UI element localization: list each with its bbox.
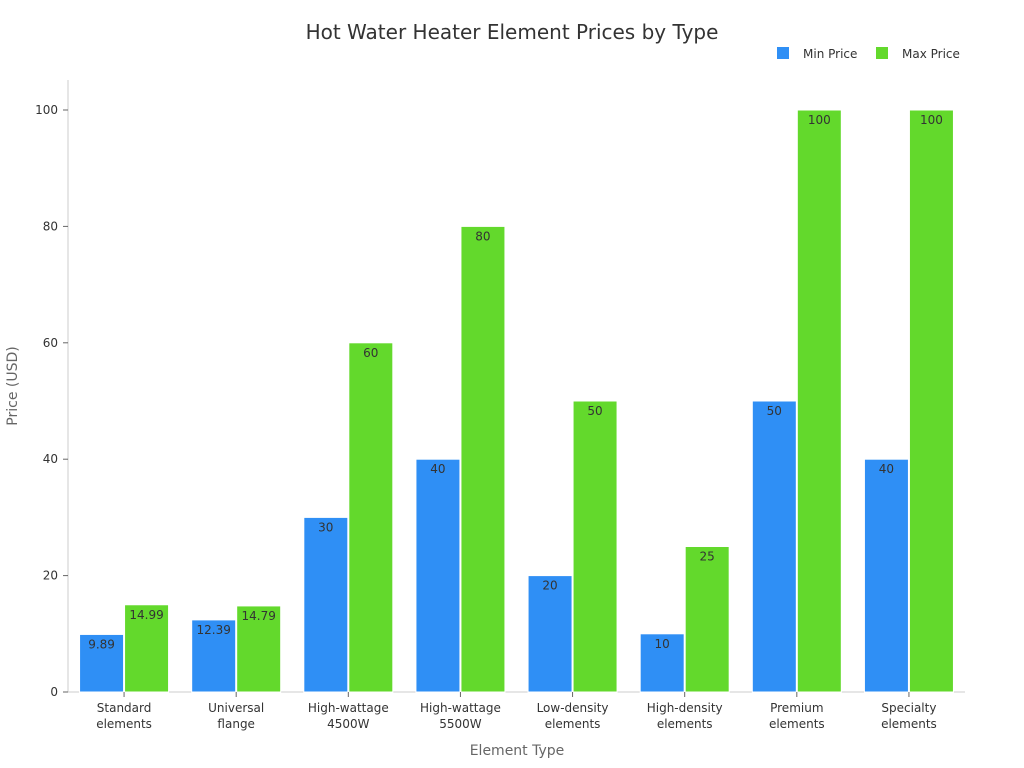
y-tick-label: 20 — [43, 569, 58, 583]
x-tick-label-line: Low-density — [537, 701, 609, 715]
bar-label-max-price: 14.79 — [242, 609, 276, 623]
bar-label-max-price: 50 — [587, 404, 602, 418]
x-axis-ticks: Standard elements Universal flange High-watt… — [96, 692, 937, 731]
x-tick-label: High-wattage 5500W — [420, 701, 501, 731]
x-tick-label: High-wattage 4500W — [308, 701, 389, 731]
x-tick-label-line: Specialty — [881, 701, 936, 715]
bar-min-price — [863, 458, 909, 693]
chart-title: Hot Water Heater Element Prices by Type — [306, 20, 719, 44]
x-tick-label-line: High-wattage — [420, 701, 501, 715]
y-tick-label: 40 — [43, 452, 58, 466]
bar-max-price — [796, 109, 842, 693]
legend-swatch-max-price — [876, 47, 888, 59]
x-tick-label-line: Universal — [208, 701, 264, 715]
bar-value-labels: 9.89 14.99 12.39 14.79 30 60 40 80 20 50 10 25 50 100… — [88, 113, 943, 651]
legend-swatch-min-price — [777, 47, 789, 59]
bar-max-price — [348, 342, 394, 693]
bar-max-price — [572, 400, 618, 693]
x-tick-label: Standard elements — [96, 701, 152, 731]
bar-label-min-price: 40 — [879, 462, 894, 476]
bar-label-max-price: 100 — [920, 113, 943, 127]
bar-max-price — [124, 604, 170, 693]
bar-label-max-price: 60 — [363, 346, 378, 360]
legend: Min Price Max Price — [777, 47, 960, 61]
y-tick-label: 80 — [43, 219, 58, 233]
x-tick-label: Low-density elements — [537, 701, 609, 731]
y-tick-label: 60 — [43, 336, 58, 350]
x-tick-label-line: High-density — [647, 701, 723, 715]
bar-label-min-price: 10 — [655, 637, 670, 651]
x-tick-label-line: elements — [657, 717, 713, 731]
bar-label-max-price: 80 — [475, 229, 490, 243]
bar-label-max-price: 14.99 — [129, 608, 163, 622]
bar-label-max-price: 25 — [700, 550, 715, 564]
bar-label-min-price: 12.39 — [197, 623, 231, 637]
x-tick-label-line: flange — [217, 717, 255, 731]
bar-min-price — [79, 633, 125, 693]
x-tick-label: Premium elements — [769, 701, 825, 731]
bar-min-price — [639, 633, 685, 693]
x-axis-title: Element Type — [470, 743, 565, 759]
bar-label-min-price: 30 — [318, 520, 333, 534]
x-tick-label-line: Premium — [770, 701, 823, 715]
bar-max-price — [684, 546, 730, 693]
bar-min-price — [415, 458, 461, 693]
x-tick-label-line: 5500W — [439, 717, 482, 731]
bar-min-price — [751, 400, 797, 693]
bar-label-min-price: 50 — [767, 404, 782, 418]
x-tick-label-line: elements — [881, 717, 937, 731]
x-tick-label-line: elements — [769, 717, 825, 731]
x-tick-label: High-density elements — [647, 701, 723, 731]
bar-label-min-price: 20 — [542, 579, 557, 593]
bar-label-min-price: 40 — [430, 462, 445, 476]
legend-label-min-price: Min Price — [803, 47, 857, 61]
x-tick-label-line: elements — [545, 717, 601, 731]
bar-min-price — [191, 619, 237, 693]
x-tick-label: Specialty elements — [881, 701, 937, 731]
bar-max-price — [908, 109, 954, 693]
bar-max-price — [460, 225, 506, 693]
x-tick-label-line: elements — [96, 717, 152, 731]
bar-max-price — [236, 605, 282, 693]
bar-label-min-price: 9.89 — [88, 637, 115, 651]
bar-series — [79, 109, 954, 693]
y-tick-label: 100 — [35, 103, 58, 117]
y-axis-title: Price (USD) — [5, 346, 21, 425]
x-tick-label-line: High-wattage — [308, 701, 389, 715]
y-axis-ticks: 0 20 40 60 80 100 — [35, 103, 68, 699]
x-tick-label-line: Standard — [97, 701, 152, 715]
legend-label-max-price: Max Price — [902, 47, 960, 61]
x-tick-label: Universal flange — [208, 701, 264, 731]
bar-min-price — [303, 516, 349, 693]
x-tick-label-line: 4500W — [327, 717, 370, 731]
bar-label-max-price: 100 — [808, 113, 831, 127]
bar-min-price — [527, 575, 573, 693]
y-tick-label: 0 — [50, 685, 58, 699]
